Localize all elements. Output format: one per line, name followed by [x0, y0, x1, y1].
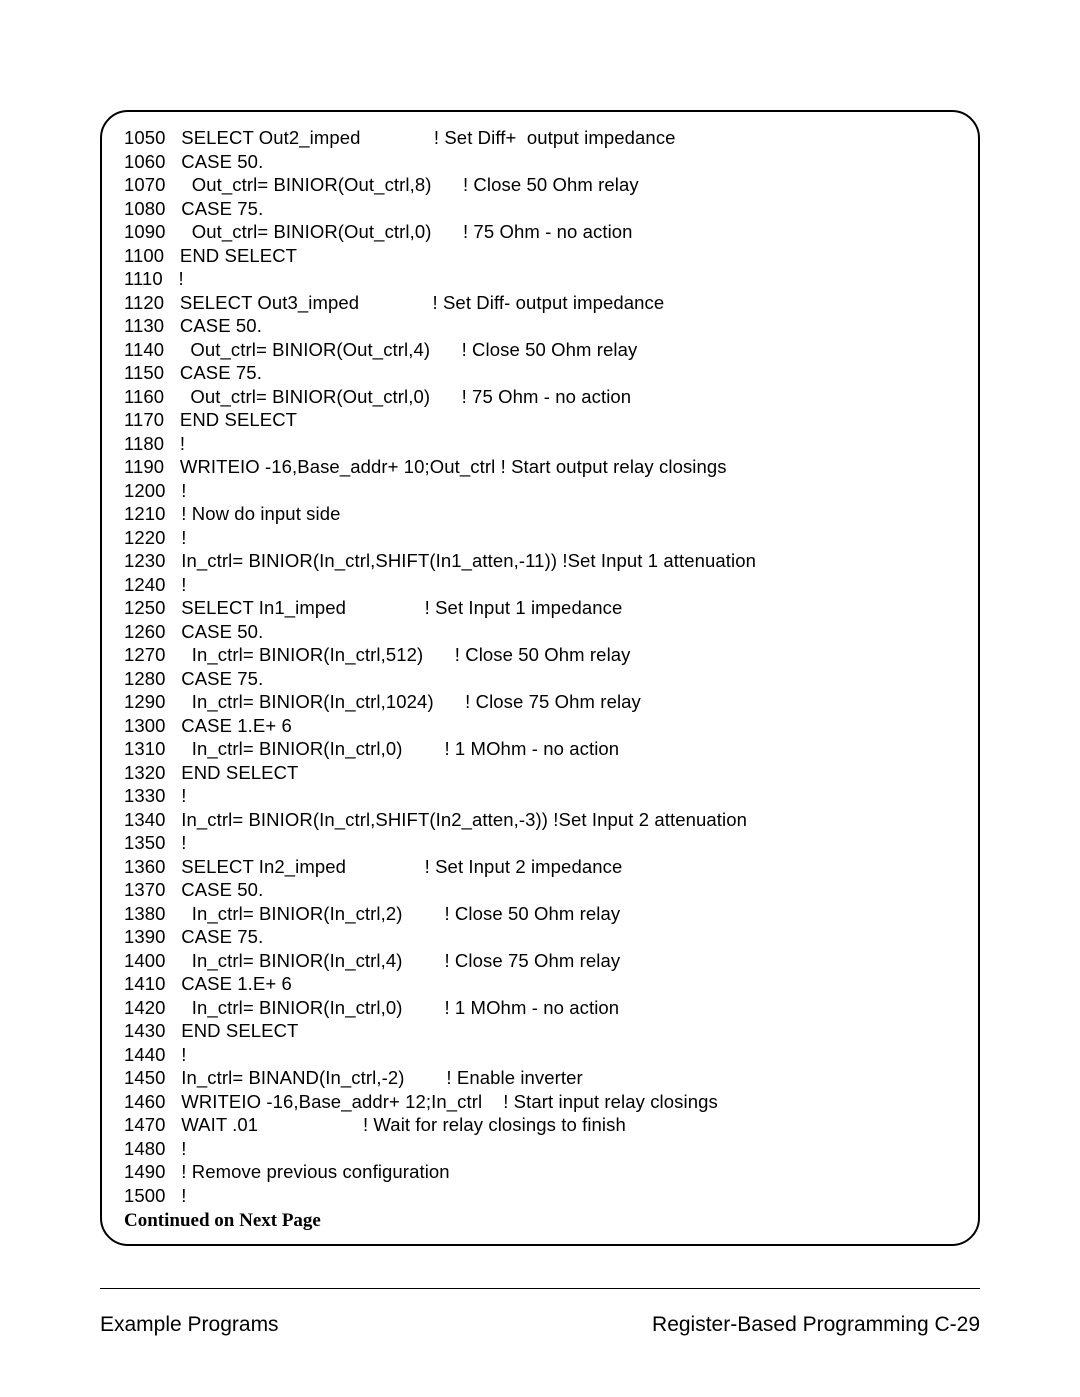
code-line: 1120 SELECT Out3_imped ! Set Diff- outpu… [124, 291, 956, 315]
footer-text-row: Example Programs Register-Based Programm… [100, 1313, 980, 1337]
code-line: 1150 CASE 75. [124, 361, 956, 385]
code-line: 1500 ! [124, 1184, 956, 1208]
code-line: 1310 In_ctrl= BINIOR(In_ctrl,0) ! 1 MOhm… [124, 737, 956, 761]
code-line: 1370 CASE 50. [124, 878, 956, 902]
code-line: 1110 ! [124, 267, 956, 291]
code-lines-container: 1050 SELECT Out2_imped ! Set Diff+ outpu… [124, 126, 956, 1207]
code-line: 1140 Out_ctrl= BINIOR(Out_ctrl,4) ! Clos… [124, 338, 956, 362]
code-line: 1220 ! [124, 526, 956, 550]
code-line: 1350 ! [124, 831, 956, 855]
code-line: 1240 ! [124, 573, 956, 597]
code-line: 1450 In_ctrl= BINAND(In_ctrl,-2) ! Enabl… [124, 1066, 956, 1090]
code-line: 1270 In_ctrl= BINIOR(In_ctrl,512) ! Clos… [124, 643, 956, 667]
code-line: 1330 ! [124, 784, 956, 808]
code-line: 1190 WRITEIO -16,Base_addr+ 10;Out_ctrl … [124, 455, 956, 479]
code-line: 1180 ! [124, 432, 956, 456]
code-line: 1470 WAIT .01 ! Wait for relay closings … [124, 1113, 956, 1137]
code-line: 1050 SELECT Out2_imped ! Set Diff+ outpu… [124, 126, 956, 150]
code-line: 1130 CASE 50. [124, 314, 956, 338]
code-line: 1170 END SELECT [124, 408, 956, 432]
code-line: 1290 In_ctrl= BINIOR(In_ctrl,1024) ! Clo… [124, 690, 956, 714]
code-line: 1260 CASE 50. [124, 620, 956, 644]
code-line: 1080 CASE 75. [124, 197, 956, 221]
code-line: 1440 ! [124, 1043, 956, 1067]
code-line: 1420 In_ctrl= BINIOR(In_ctrl,0) ! 1 MOhm… [124, 996, 956, 1020]
code-line: 1460 WRITEIO -16,Base_addr+ 12;In_ctrl !… [124, 1090, 956, 1114]
code-line: 1480 ! [124, 1137, 956, 1161]
code-line: 1230 In_ctrl= BINIOR(In_ctrl,SHIFT(In1_a… [124, 549, 956, 573]
footer-left-label: Example Programs [100, 1313, 279, 1337]
code-line: 1060 CASE 50. [124, 150, 956, 174]
code-line: 1280 CASE 75. [124, 667, 956, 691]
code-line: 1340 In_ctrl= BINIOR(In_ctrl,SHIFT(In2_a… [124, 808, 956, 832]
code-line: 1200 ! [124, 479, 956, 503]
code-line: 1160 Out_ctrl= BINIOR(Out_ctrl,0) ! 75 O… [124, 385, 956, 409]
code-line: 1430 END SELECT [124, 1019, 956, 1043]
code-line: 1300 CASE 1.E+ 6 [124, 714, 956, 738]
footer-divider [100, 1288, 980, 1289]
code-line: 1390 CASE 75. [124, 925, 956, 949]
code-line: 1210 ! Now do input side [124, 502, 956, 526]
footer-right-label: Register-Based Programming C-29 [652, 1313, 980, 1337]
code-line: 1490 ! Remove previous configuration [124, 1160, 956, 1184]
code-line: 1400 In_ctrl= BINIOR(In_ctrl,4) ! Close … [124, 949, 956, 973]
code-line: 1320 END SELECT [124, 761, 956, 785]
page-footer: Example Programs Register-Based Programm… [100, 1288, 980, 1337]
code-line: 1070 Out_ctrl= BINIOR(Out_ctrl,8) ! Clos… [124, 173, 956, 197]
code-line: 1380 In_ctrl= BINIOR(In_ctrl,2) ! Close … [124, 902, 956, 926]
code-listing-box: 1050 SELECT Out2_imped ! Set Diff+ outpu… [100, 110, 980, 1246]
code-line: 1100 END SELECT [124, 244, 956, 268]
code-line: 1090 Out_ctrl= BINIOR(Out_ctrl,0) ! 75 O… [124, 220, 956, 244]
continued-on-next-page: Continued on Next Page [124, 1210, 956, 1232]
code-line: 1360 SELECT In2_imped ! Set Input 2 impe… [124, 855, 956, 879]
code-line: 1410 CASE 1.E+ 6 [124, 972, 956, 996]
code-line: 1250 SELECT In1_imped ! Set Input 1 impe… [124, 596, 956, 620]
